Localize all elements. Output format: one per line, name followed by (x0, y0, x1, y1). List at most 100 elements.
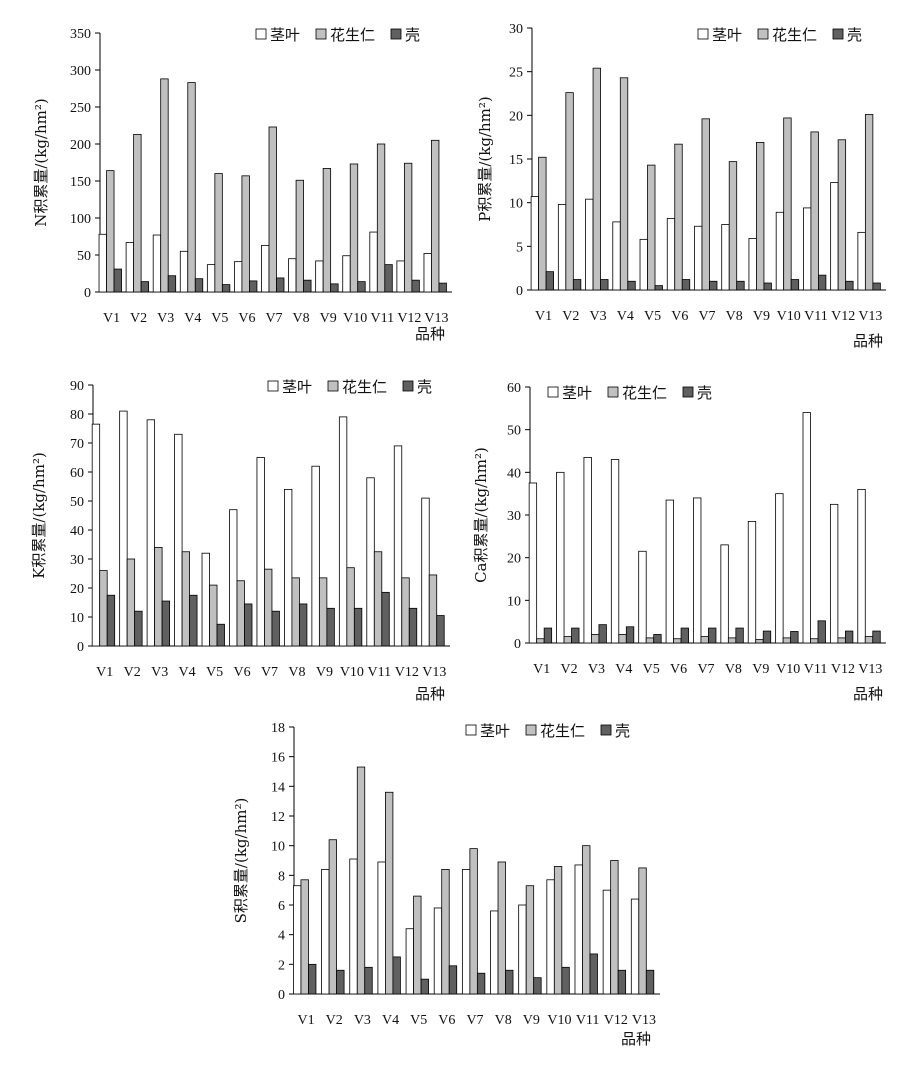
x-tick-label: V13 (424, 311, 448, 326)
x-tick-label: V13 (632, 1013, 656, 1028)
bar-V13-s0 (857, 488, 866, 644)
bar-V10-s1 (346, 567, 355, 647)
bar-V10-s1 (349, 163, 359, 293)
bar-V1-s0 (293, 885, 302, 995)
bar-V12-s1 (401, 577, 410, 647)
bar-V11-s1 (373, 551, 383, 647)
bar-V7-s2 (271, 610, 280, 647)
x-tick-label: V10 (777, 309, 801, 324)
bar-V3-s1 (591, 634, 600, 644)
bar-V7-s1 (701, 118, 710, 291)
x-tick-label: V6 (238, 311, 255, 326)
bar-V6-s1 (673, 638, 682, 644)
bar-V7-s0 (694, 225, 703, 291)
y-tick-label: 5 (516, 240, 523, 255)
bar-V11-s1 (582, 845, 591, 995)
bar-V3-s2 (600, 279, 609, 291)
x-tick-label: V9 (320, 311, 337, 326)
y-tick-label: 40 (507, 466, 521, 481)
bar-V7-s0 (256, 457, 265, 647)
bar-V7-s0 (693, 497, 702, 644)
bar-V13-s0 (630, 898, 640, 995)
bar-V13-s1 (864, 636, 874, 644)
x-tick-label: V11 (804, 309, 828, 324)
bar-V1-s1 (536, 638, 545, 644)
bar-V5-s2 (654, 285, 663, 291)
bar-V4-s2 (627, 280, 636, 291)
legend-swatch (697, 28, 709, 40)
bar-V6-s0 (666, 217, 676, 291)
y-tick-label: 30 (507, 509, 521, 524)
bar-V10-s0 (775, 493, 784, 644)
bar-V4-s1 (181, 551, 190, 647)
x-tick-label: V3 (588, 662, 605, 677)
bar-V3-s2 (167, 275, 177, 293)
bar-V4-s1 (619, 77, 629, 291)
y-tick-label: 0 (77, 640, 84, 655)
bar-V1-s2 (113, 268, 122, 293)
bar-V9-s0 (747, 521, 757, 644)
bar-V8-s1 (295, 179, 304, 293)
bar-V2-s1 (565, 92, 574, 291)
bar-V8-s2 (736, 280, 745, 291)
bar-V1-s0 (530, 196, 539, 291)
x-tick-label: V1 (96, 665, 113, 680)
y-tick-label: 0 (516, 284, 523, 299)
legend-label: 茎叶 (562, 384, 592, 402)
y-tick-label: 60 (70, 466, 84, 481)
chart-panel-1: 0 50 100 150 200 250 300 350 V1 V2 V3 V4 V5 V6 V7 V8 V9 V… (32, 26, 452, 343)
bar-V6-s2 (249, 280, 258, 293)
bar-V9-s0 (518, 904, 527, 995)
x-tick-label: V3 (151, 665, 168, 680)
x-tick-label: V5 (643, 662, 660, 677)
y-tick-label: 30 (509, 22, 523, 37)
legend-swatch (607, 386, 619, 398)
bar-V5-s2 (420, 978, 429, 995)
bar-V10-s2 (353, 607, 363, 647)
bar-V10-s2 (357, 281, 366, 293)
x-tick-label: V4 (382, 1013, 399, 1028)
bar-V7-s0 (461, 869, 471, 995)
x-tick-label: V2 (130, 311, 147, 326)
legend-label: 花生仁 (540, 722, 585, 740)
legend-swatch (255, 28, 267, 40)
y-tick-label: 10 (509, 197, 523, 212)
x-axis-label: 品种 (853, 685, 883, 703)
x-tick-label: V7 (466, 1013, 483, 1028)
x-tick-label: V3 (354, 1013, 371, 1028)
bar-V2-s1 (563, 636, 572, 644)
bar-V10-s0 (338, 416, 348, 647)
bar-V13-s2 (438, 282, 447, 293)
bar-V2-s0 (556, 471, 565, 644)
legend-swatch (315, 28, 327, 40)
bar-V12-s0 (829, 503, 839, 644)
bar-V13-s2 (436, 615, 445, 647)
x-tick-label: V7 (698, 309, 715, 324)
bar-V12-s1 (403, 162, 413, 293)
legend-label: 花生仁 (622, 384, 667, 402)
bar-V2-s0 (125, 242, 135, 293)
bar-V5-s1 (214, 173, 223, 293)
bar-V9-s0 (311, 465, 320, 647)
y-tick-label: 12 (271, 810, 285, 825)
y-tick-label: 18 (271, 721, 285, 736)
bar-V13-s0 (421, 497, 430, 647)
bar-V6-s0 (665, 499, 674, 644)
bar-V10-s1 (553, 866, 563, 995)
y-tick-label: 100 (70, 212, 91, 227)
x-tick-label: V8 (726, 309, 743, 324)
bar-V10-s2 (561, 966, 570, 995)
x-tick-label: V1 (535, 309, 552, 324)
bar-V13-s1 (864, 114, 874, 291)
y-tick-label: 70 (70, 437, 84, 452)
x-tick-label: V12 (831, 662, 855, 677)
y-tick-label: 0 (84, 286, 91, 301)
bar-V8-s0 (490, 910, 499, 995)
y-tick-label: 2 (278, 958, 285, 973)
x-tick-label: V3 (590, 309, 607, 324)
x-tick-label: V9 (752, 662, 769, 677)
y-tick-label: 0 (278, 988, 285, 1003)
bar-V3-s1 (160, 78, 169, 293)
bar-V6-s1 (441, 869, 450, 995)
legend-swatch (465, 724, 477, 736)
